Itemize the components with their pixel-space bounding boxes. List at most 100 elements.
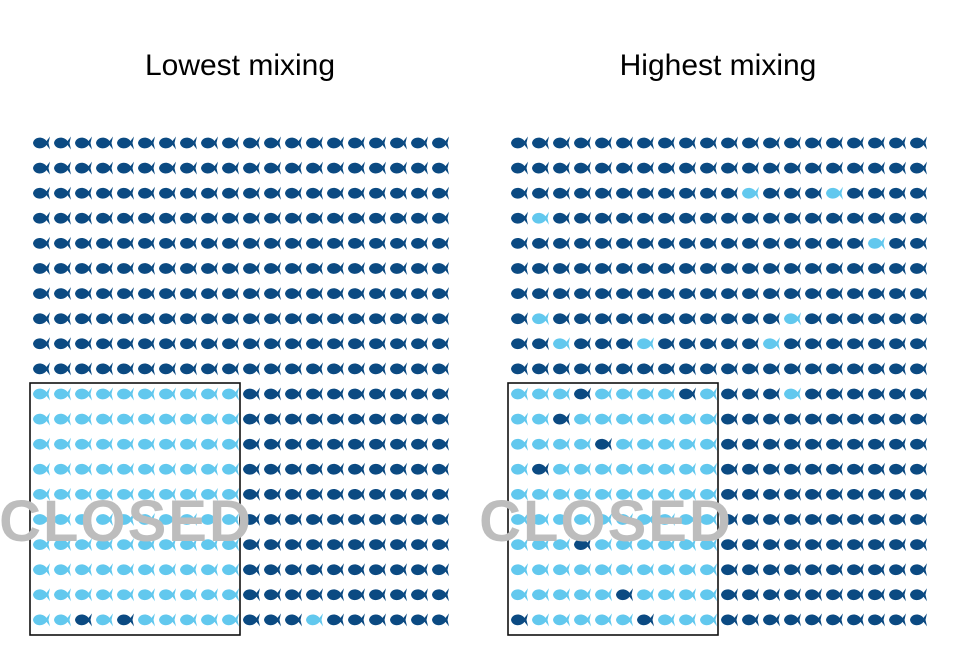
fish-icon bbox=[348, 613, 365, 627]
fish-icon bbox=[805, 437, 822, 451]
fish-icon bbox=[868, 362, 885, 376]
fish-icon bbox=[138, 161, 155, 175]
fish-icon bbox=[511, 563, 528, 577]
fish-icon bbox=[679, 287, 696, 301]
fish-icon bbox=[868, 613, 885, 627]
fish-icon bbox=[847, 136, 864, 150]
fish-icon bbox=[763, 362, 780, 376]
fish-icon bbox=[826, 211, 843, 225]
fish-icon bbox=[616, 262, 633, 275]
fish-icon bbox=[658, 412, 675, 426]
fish-icon bbox=[432, 262, 449, 275]
fish-icon bbox=[411, 613, 428, 627]
fish-icon bbox=[889, 161, 906, 175]
fish-icon bbox=[889, 588, 906, 602]
fish-icon bbox=[658, 161, 675, 175]
fish-icon bbox=[826, 262, 843, 275]
fish-icon bbox=[511, 538, 528, 552]
fish-icon bbox=[532, 211, 549, 225]
fish-icon bbox=[159, 211, 176, 225]
fish-icon bbox=[805, 236, 822, 250]
fish-icon bbox=[75, 387, 92, 401]
fish-icon bbox=[96, 211, 113, 225]
fish-icon bbox=[679, 186, 696, 200]
fish-icon bbox=[532, 412, 549, 426]
fish-icon bbox=[679, 462, 696, 476]
fish-icon bbox=[201, 437, 218, 451]
fish-icon bbox=[616, 538, 633, 552]
fish-icon bbox=[159, 487, 176, 501]
fish-icon bbox=[910, 236, 927, 250]
fish-icon bbox=[763, 161, 780, 175]
fish-icon bbox=[784, 337, 801, 351]
fish-icon bbox=[847, 186, 864, 200]
fish-icon bbox=[700, 588, 717, 602]
fish-icon bbox=[138, 513, 155, 526]
fish-icon bbox=[805, 186, 822, 200]
fish-icon bbox=[117, 487, 134, 501]
fish-icon bbox=[306, 563, 323, 577]
fish-icon bbox=[637, 312, 654, 326]
fish-icon bbox=[75, 136, 92, 150]
fish-icon bbox=[532, 186, 549, 200]
fish-icon bbox=[411, 538, 428, 552]
fish-icon bbox=[285, 462, 302, 476]
fish-icon bbox=[75, 262, 92, 275]
fish-icon bbox=[658, 262, 675, 275]
fish-icon bbox=[805, 312, 822, 326]
fish-icon bbox=[75, 513, 92, 526]
fish-icon bbox=[411, 236, 428, 250]
fish-icon bbox=[847, 487, 864, 501]
fish-icon bbox=[847, 412, 864, 426]
fish-icon bbox=[75, 588, 92, 602]
fish-icon bbox=[826, 588, 843, 602]
fish-icon bbox=[742, 588, 759, 602]
fish-icon bbox=[721, 312, 738, 326]
fish-icon bbox=[411, 387, 428, 401]
fish-icon bbox=[117, 136, 134, 150]
fish-icon bbox=[201, 287, 218, 301]
fish-icon bbox=[369, 262, 386, 275]
fish-icon bbox=[868, 563, 885, 577]
fish-icon bbox=[369, 387, 386, 401]
fish-icon bbox=[33, 487, 50, 501]
fish-icon bbox=[411, 262, 428, 275]
fish-icon bbox=[595, 262, 612, 275]
fish-icon bbox=[763, 412, 780, 426]
fish-icon bbox=[679, 312, 696, 326]
fish-icon bbox=[616, 462, 633, 476]
fish-icon bbox=[721, 387, 738, 401]
fish-icon bbox=[574, 412, 591, 426]
fish-icon bbox=[54, 287, 71, 301]
fish-icon bbox=[553, 236, 570, 250]
fish-icon bbox=[574, 613, 591, 627]
fish-icon bbox=[180, 513, 197, 526]
fish-icon bbox=[637, 563, 654, 577]
fish-icon bbox=[658, 136, 675, 150]
fish-icon bbox=[889, 211, 906, 225]
fish-icon bbox=[658, 563, 675, 577]
fish-icon bbox=[411, 211, 428, 225]
fish-icon bbox=[532, 362, 549, 376]
fish-icon bbox=[96, 337, 113, 351]
fish-icon bbox=[868, 236, 885, 250]
fish-icon bbox=[432, 161, 449, 175]
fish-icon bbox=[432, 211, 449, 225]
fish-icon bbox=[679, 387, 696, 401]
fish-icon bbox=[784, 613, 801, 627]
fish-icon bbox=[889, 337, 906, 351]
fish-icon bbox=[805, 563, 822, 577]
fish-icon bbox=[285, 186, 302, 200]
fish-icon bbox=[75, 412, 92, 426]
fish-icon bbox=[532, 236, 549, 250]
fish-icon bbox=[742, 387, 759, 401]
fish-icon bbox=[742, 337, 759, 351]
fish-icon bbox=[574, 186, 591, 200]
fish-icon bbox=[243, 563, 260, 577]
fish-icon bbox=[264, 362, 281, 376]
fish-icon bbox=[222, 387, 239, 401]
fish-icon bbox=[616, 487, 633, 501]
fish-icon bbox=[201, 513, 218, 526]
fish-icon bbox=[910, 161, 927, 175]
fish-icon bbox=[574, 362, 591, 376]
